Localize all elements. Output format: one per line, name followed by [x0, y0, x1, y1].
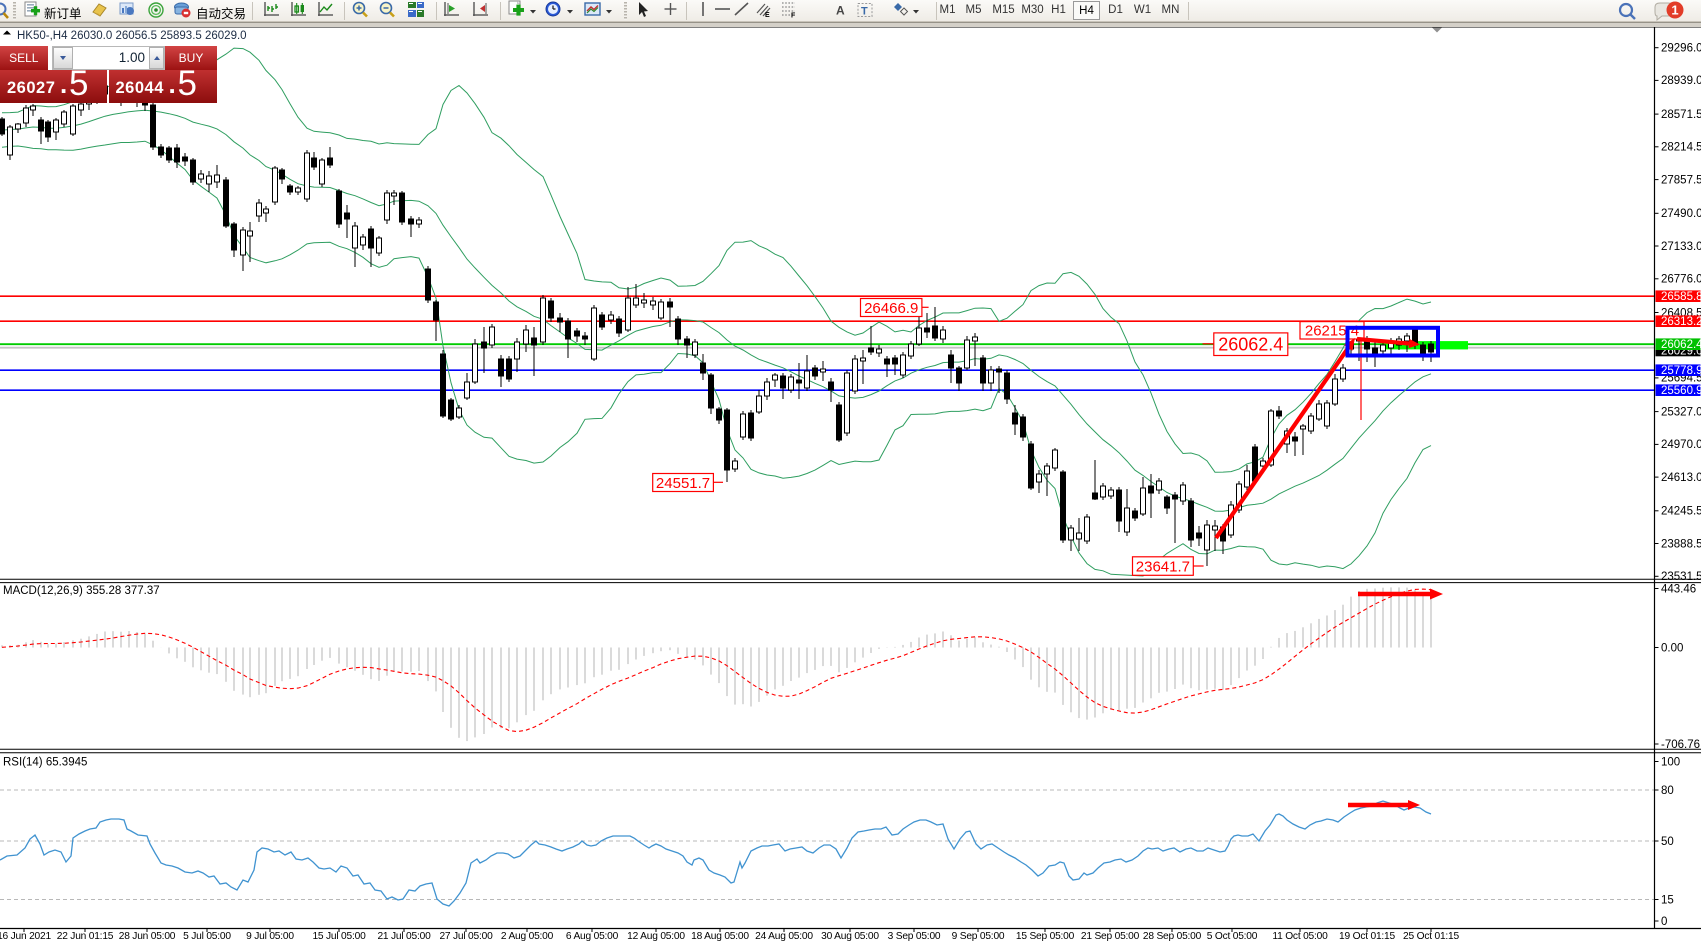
svg-text:28 Jun 05:00: 28 Jun 05:00: [119, 931, 176, 942]
svg-text:26313.2: 26313.2: [1661, 316, 1701, 328]
svg-text:18 Aug 05:00: 18 Aug 05:00: [691, 931, 749, 942]
svg-text:0: 0: [1661, 916, 1667, 928]
svg-text:24 Aug 05:00: 24 Aug 05:00: [755, 931, 813, 942]
svg-text:RSI(14) 65.3945: RSI(14) 65.3945: [3, 757, 87, 769]
svg-text:21 Sep 05:00: 21 Sep 05:00: [1081, 931, 1140, 942]
svg-text:5 Oct 05:00: 5 Oct 05:00: [1207, 931, 1258, 942]
svg-text:5 Jul 05:00: 5 Jul 05:00: [183, 931, 231, 942]
svg-text:0.00: 0.00: [1661, 642, 1683, 654]
svg-text:11 Oct 05:00: 11 Oct 05:00: [1272, 931, 1328, 942]
svg-text:15 Jul 05:00: 15 Jul 05:00: [312, 931, 366, 942]
svg-text:26215.4: 26215.4: [1305, 323, 1359, 340]
svg-text:6 Aug 05:00: 6 Aug 05:00: [566, 931, 619, 942]
svg-text:50: 50: [1661, 836, 1674, 848]
svg-text:28 Sep 05:00: 28 Sep 05:00: [1143, 931, 1202, 942]
svg-text:26062.4: 26062.4: [1661, 339, 1701, 351]
svg-text:30 Aug 05:00: 30 Aug 05:00: [821, 931, 879, 942]
svg-text:25560.9: 25560.9: [1661, 385, 1701, 397]
svg-text:9 Jul 05:00: 9 Jul 05:00: [246, 931, 294, 942]
svg-text:26062.4: 26062.4: [1218, 335, 1283, 355]
svg-text:100: 100: [1661, 756, 1680, 768]
svg-text:24551.7: 24551.7: [656, 475, 710, 492]
svg-text:T: T: [861, 6, 868, 18]
svg-text:25778.9: 25778.9: [1661, 365, 1701, 377]
svg-text:25327.0: 25327.0: [1661, 406, 1701, 418]
svg-text:HK50-,H4 26030.0 26056.5 2589: HK50-,H4 26030.0 26056.5 25893.5 26029.0: [17, 30, 247, 42]
svg-text:-706.76: -706.76: [1661, 739, 1700, 751]
svg-text:29296.0: 29296.0: [1661, 43, 1701, 55]
svg-text:27 Jul 05:00: 27 Jul 05:00: [439, 931, 493, 942]
svg-text:28214.5: 28214.5: [1661, 142, 1701, 154]
svg-text:27857.5: 27857.5: [1661, 174, 1701, 186]
svg-text:16 Jun 2021: 16 Jun 2021: [0, 931, 51, 942]
svg-text:22 Jun 01:15: 22 Jun 01:15: [57, 931, 114, 942]
svg-text:21 Jul 05:00: 21 Jul 05:00: [377, 931, 431, 942]
svg-text:27133.0: 27133.0: [1661, 241, 1701, 253]
svg-text:15 Sep 05:00: 15 Sep 05:00: [1016, 931, 1075, 942]
svg-text:24245.5: 24245.5: [1661, 506, 1701, 518]
svg-text:23531.5: 23531.5: [1661, 571, 1701, 583]
svg-text:26585.8: 26585.8: [1661, 291, 1701, 303]
svg-text:3 Sep 05:00: 3 Sep 05:00: [888, 931, 941, 942]
svg-text:9 Sep 05:00: 9 Sep 05:00: [952, 931, 1005, 942]
svg-text:19 Oct 01:15: 19 Oct 01:15: [1339, 931, 1395, 942]
svg-text:80: 80: [1661, 785, 1674, 797]
svg-text:25 Oct 01:15: 25 Oct 01:15: [1403, 931, 1459, 942]
svg-text:28571.5: 28571.5: [1661, 109, 1701, 121]
svg-text:E: E: [765, 12, 770, 19]
svg-text:26466.9: 26466.9: [864, 300, 918, 317]
svg-text:24613.0: 24613.0: [1661, 472, 1701, 484]
svg-text:1: 1: [1671, 3, 1678, 18]
svg-text:12 Aug 05:00: 12 Aug 05:00: [627, 931, 685, 942]
svg-text:15: 15: [1661, 894, 1674, 906]
svg-text:443.46: 443.46: [1661, 583, 1696, 595]
svg-text:27490.0: 27490.0: [1661, 208, 1701, 220]
svg-text:A: A: [836, 4, 845, 18]
svg-text:F: F: [791, 13, 796, 20]
svg-text:23888.5: 23888.5: [1661, 538, 1701, 550]
svg-text:2 Aug 05:00: 2 Aug 05:00: [501, 931, 554, 942]
svg-text:23641.7: 23641.7: [1136, 558, 1190, 575]
svg-text:26776.0: 26776.0: [1661, 274, 1701, 286]
svg-text:28939.0: 28939.0: [1661, 75, 1701, 87]
svg-text:24970.0: 24970.0: [1661, 439, 1701, 451]
svg-text:MACD(12,26,9) 355.28 377.37: MACD(12,26,9) 355.28 377.37: [3, 585, 160, 597]
